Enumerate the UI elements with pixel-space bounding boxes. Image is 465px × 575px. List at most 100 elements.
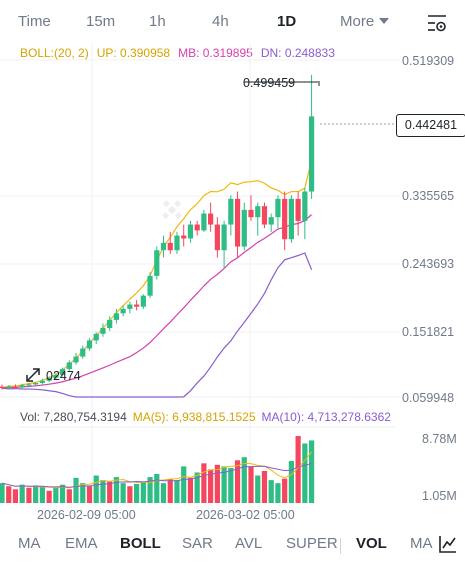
vol-ma5-value: MA(5): 6,938,815.1525: [132, 410, 256, 424]
volume-bar: [39, 486, 45, 503]
candle: [275, 195, 281, 229]
volume-bar: [288, 461, 294, 503]
volume-bar: [268, 480, 274, 503]
volume-bar: [181, 466, 187, 503]
more-label: More: [340, 13, 375, 30]
candle: [187, 220, 194, 243]
volume-bar: [26, 487, 32, 503]
indicator-avl[interactable]: AVL: [235, 535, 263, 552]
candle: [93, 332, 99, 345]
candle: [33, 382, 39, 387]
volume-bar: [295, 436, 301, 503]
volume-bar: [107, 481, 113, 503]
volume-bar: [275, 483, 281, 503]
candle: [26, 382, 32, 388]
candle: [140, 294, 146, 309]
date-axis-label: 2026-02-09 05:00: [37, 508, 136, 522]
indicator-sar[interactable]: SAR: [182, 535, 213, 552]
timeframe-time[interactable]: Time: [18, 13, 51, 30]
candle: [241, 202, 247, 251]
volume-bar: [86, 486, 93, 503]
indicator-boll[interactable]: BOLL: [120, 535, 161, 552]
volume-bar: [302, 443, 308, 503]
indicator-settings-icon[interactable]: [438, 534, 458, 554]
indicator-vol[interactable]: VOL: [356, 535, 387, 552]
volume-bar: [201, 463, 207, 503]
indicator-bar: MA EMA BOLL SAR AVL SUPER VOL MA: [0, 528, 465, 560]
volume-bar: [214, 464, 220, 503]
volume-bar: [127, 486, 133, 503]
candle: [147, 272, 153, 298]
candles: [0, 74, 315, 390]
candle: [302, 187, 308, 240]
volume-bar: [160, 483, 167, 503]
volume-ma-lines: [1, 451, 312, 489]
candle: [208, 202, 214, 232]
candle: [194, 220, 200, 236]
volume-bar: [140, 481, 146, 503]
indicator-ma-sub[interactable]: MA: [410, 535, 433, 552]
price-axis-label: 0.243693: [402, 257, 455, 271]
boll-info-row: BOLL:(20, 2) UP: 0.390958 MB: 0.319895 DN: …: [20, 46, 343, 60]
volume-axis-label: 1.05M: [422, 489, 457, 503]
candle: [53, 373, 59, 380]
candle: [100, 323, 106, 337]
candle: [80, 345, 86, 359]
boll-lower-line: [1, 252, 313, 398]
volume-bar: [147, 477, 153, 503]
more-timeframes-button[interactable]: More: [340, 13, 390, 30]
candle: [255, 202, 261, 236]
candle: [6, 385, 12, 390]
volume-bar: [73, 477, 79, 503]
volume-ma10-line: [1, 463, 312, 488]
candle: [295, 191, 301, 236]
indicator-ma[interactable]: MA: [18, 535, 41, 552]
timeframe-1d[interactable]: 1D: [277, 13, 297, 30]
price-axis-label: 0.335565: [402, 189, 455, 203]
volume-bar: [19, 484, 25, 503]
boll-up-value: UP: 0.390958: [96, 46, 171, 60]
candle: [201, 209, 207, 232]
candle: [39, 378, 45, 385]
indicator-separator: [340, 538, 341, 554]
timeframe-4h[interactable]: 4h: [212, 13, 229, 30]
candle: [154, 246, 160, 280]
volume-bar: [100, 480, 106, 503]
candle: [160, 235, 167, 258]
volume-bar: [282, 478, 288, 503]
timeframe-1h[interactable]: 1h: [149, 13, 166, 30]
candle: [46, 376, 52, 383]
vol-ma10-value: MA(10): 4,713,278.6362: [261, 410, 391, 424]
candle: [174, 231, 180, 254]
volume-bar: [228, 467, 234, 503]
candle: [107, 316, 113, 331]
indicator-ema[interactable]: EMA: [65, 535, 98, 552]
candle: [228, 195, 234, 236]
caret-down-icon: [379, 18, 390, 24]
boll-middle-line: [1, 214, 312, 389]
boll-dn-value: DN: 0.248833: [260, 46, 335, 60]
candle: [261, 202, 268, 229]
candle: [248, 195, 254, 221]
chart-grid: [0, 44, 400, 505]
candle: [214, 217, 220, 258]
volume-bar: [80, 483, 86, 503]
timeframe-15m[interactable]: 15m: [86, 13, 116, 30]
volume-info-row: Vol: 7,280,754.3194 MA(5): 6,938,815.1525…: [20, 410, 397, 424]
candle: [113, 308, 120, 324]
candle: [19, 383, 25, 390]
volume-bar: [194, 472, 200, 503]
volume-bar: [113, 477, 120, 503]
volume-bar: [0, 483, 5, 503]
volume-bar: [93, 475, 99, 503]
volume-bar: [255, 475, 261, 503]
boll-mb-value: MB: 0.319895: [178, 46, 253, 60]
candle: [59, 367, 66, 377]
chart-settings-icon[interactable]: [426, 12, 448, 34]
indicator-super[interactable]: SUPER: [286, 535, 338, 552]
candle: [167, 231, 173, 254]
volume-bar: [46, 490, 52, 503]
volume-bar: [187, 477, 194, 503]
volume-bar: [33, 485, 39, 503]
